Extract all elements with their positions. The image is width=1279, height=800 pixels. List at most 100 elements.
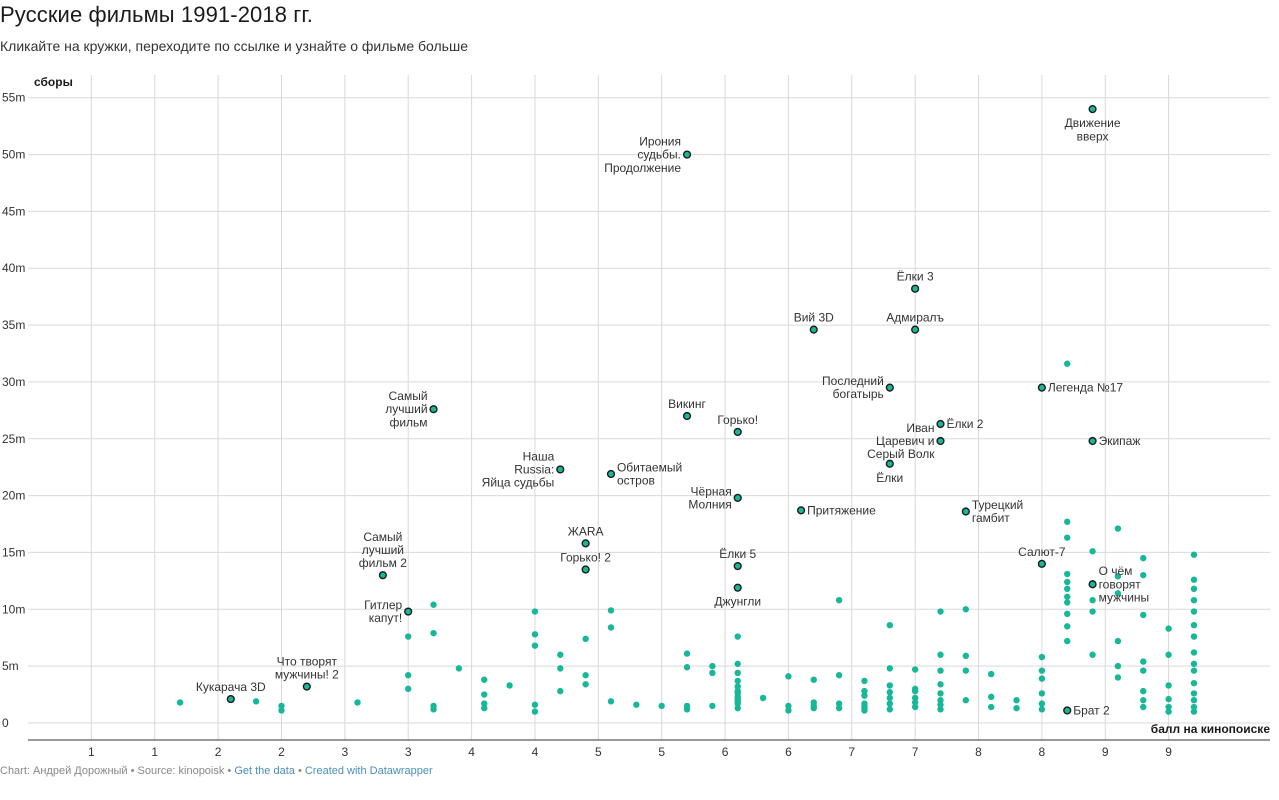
data-point[interactable] — [1038, 667, 1046, 674]
data-point[interactable] — [1190, 690, 1198, 697]
data-point[interactable] — [785, 702, 792, 710]
data-point[interactable] — [430, 629, 437, 637]
data-point[interactable] — [1165, 695, 1172, 703]
data-point[interactable] — [937, 690, 944, 697]
data-point[interactable] — [582, 681, 589, 688]
data-point[interactable] — [937, 697, 944, 704]
data-point[interactable] — [430, 706, 437, 713]
data-point[interactable] — [430, 601, 437, 608]
data-point[interactable] — [886, 621, 893, 629]
data-point[interactable] — [1140, 571, 1147, 579]
data-point[interactable] — [1038, 690, 1046, 697]
datawrapper-link[interactable]: Created with Datawrapper — [304, 765, 433, 777]
data-point[interactable] — [658, 702, 665, 710]
data-point[interactable] — [861, 700, 868, 707]
data-point[interactable] — [557, 651, 564, 658]
data-point[interactable] — [1190, 649, 1198, 656]
data-point[interactable] — [734, 669, 741, 677]
data-point[interactable] — [1089, 596, 1096, 604]
data-point[interactable] — [1038, 700, 1046, 707]
data-point[interactable] — [354, 699, 361, 706]
data-point[interactable] — [531, 631, 539, 638]
data-point[interactable] — [886, 700, 893, 707]
data-point[interactable] — [1140, 703, 1147, 711]
data-point[interactable] — [734, 677, 741, 685]
data-point[interactable] — [886, 682, 893, 689]
labeled-data-point[interactable] — [429, 405, 438, 414]
data-point[interactable] — [582, 672, 589, 679]
data-point[interactable] — [1064, 518, 1071, 525]
data-point[interactable] — [1190, 576, 1198, 583]
data-point[interactable] — [937, 651, 944, 658]
data-point[interactable] — [405, 633, 412, 640]
data-point[interactable] — [937, 667, 944, 674]
data-point[interactable] — [1190, 551, 1198, 558]
data-point[interactable] — [759, 694, 767, 702]
data-point[interactable] — [1013, 704, 1020, 712]
labeled-data-point[interactable] — [796, 506, 806, 515]
data-point[interactable] — [176, 699, 184, 706]
data-point[interactable] — [683, 664, 691, 671]
data-point[interactable] — [962, 667, 970, 674]
data-point[interactable] — [1064, 578, 1071, 586]
data-point[interactable] — [810, 676, 817, 683]
data-point[interactable] — [1064, 593, 1071, 600]
data-point[interactable] — [557, 665, 564, 672]
data-point[interactable] — [1140, 697, 1147, 704]
data-point[interactable] — [1140, 687, 1147, 695]
get-data-link[interactable]: Get the data — [234, 765, 295, 777]
data-point[interactable] — [835, 672, 843, 679]
labeled-data-point[interactable] — [682, 411, 692, 421]
data-point[interactable] — [709, 662, 716, 670]
data-point[interactable] — [1190, 708, 1198, 715]
data-point[interactable] — [861, 704, 868, 712]
data-point[interactable] — [886, 689, 893, 696]
data-point[interactable] — [911, 699, 919, 706]
data-point[interactable] — [1140, 611, 1147, 619]
data-point[interactable] — [734, 698, 741, 705]
data-point[interactable] — [734, 660, 741, 668]
data-point[interactable] — [1114, 573, 1122, 580]
data-point[interactable] — [1038, 653, 1046, 661]
data-point[interactable] — [481, 676, 488, 683]
data-point[interactable] — [709, 702, 716, 710]
labeled-data-point[interactable] — [911, 325, 920, 334]
data-point[interactable] — [861, 687, 868, 695]
labeled-data-point[interactable] — [1088, 105, 1097, 114]
data-point[interactable] — [835, 700, 843, 707]
data-point[interactable] — [607, 607, 615, 614]
data-point[interactable] — [1064, 360, 1071, 367]
data-point[interactable] — [785, 673, 792, 680]
data-point[interactable] — [1064, 623, 1071, 630]
data-point[interactable] — [1165, 703, 1172, 711]
data-point[interactable] — [1165, 682, 1172, 689]
data-point[interactable] — [531, 642, 539, 649]
data-point[interactable] — [1140, 658, 1147, 665]
data-point[interactable] — [506, 682, 513, 689]
data-point[interactable] — [911, 703, 919, 711]
labeled-data-point[interactable] — [733, 561, 742, 571]
data-point[interactable] — [937, 701, 944, 708]
data-point[interactable] — [1165, 625, 1172, 632]
labeled-data-point[interactable] — [936, 436, 945, 446]
data-point[interactable] — [1038, 706, 1046, 713]
data-point[interactable] — [683, 706, 691, 713]
data-point[interactable] — [531, 708, 539, 715]
data-point[interactable] — [937, 706, 944, 713]
data-point[interactable] — [1064, 570, 1071, 578]
data-point[interactable] — [1140, 554, 1147, 562]
labeled-data-point[interactable] — [378, 571, 387, 580]
labeled-data-point[interactable] — [302, 682, 311, 691]
data-point[interactable] — [1064, 534, 1071, 541]
labeled-data-point[interactable] — [556, 465, 565, 474]
labeled-data-point[interactable] — [733, 583, 742, 592]
data-point[interactable] — [1064, 599, 1071, 606]
labeled-data-point[interactable] — [733, 427, 742, 437]
data-point[interactable] — [734, 633, 741, 640]
data-point[interactable] — [1190, 697, 1198, 704]
data-point[interactable] — [1089, 608, 1096, 615]
data-point[interactable] — [582, 635, 589, 643]
labeled-data-point[interactable] — [1088, 580, 1097, 589]
data-point[interactable] — [911, 694, 919, 702]
data-point[interactable] — [1190, 585, 1198, 593]
